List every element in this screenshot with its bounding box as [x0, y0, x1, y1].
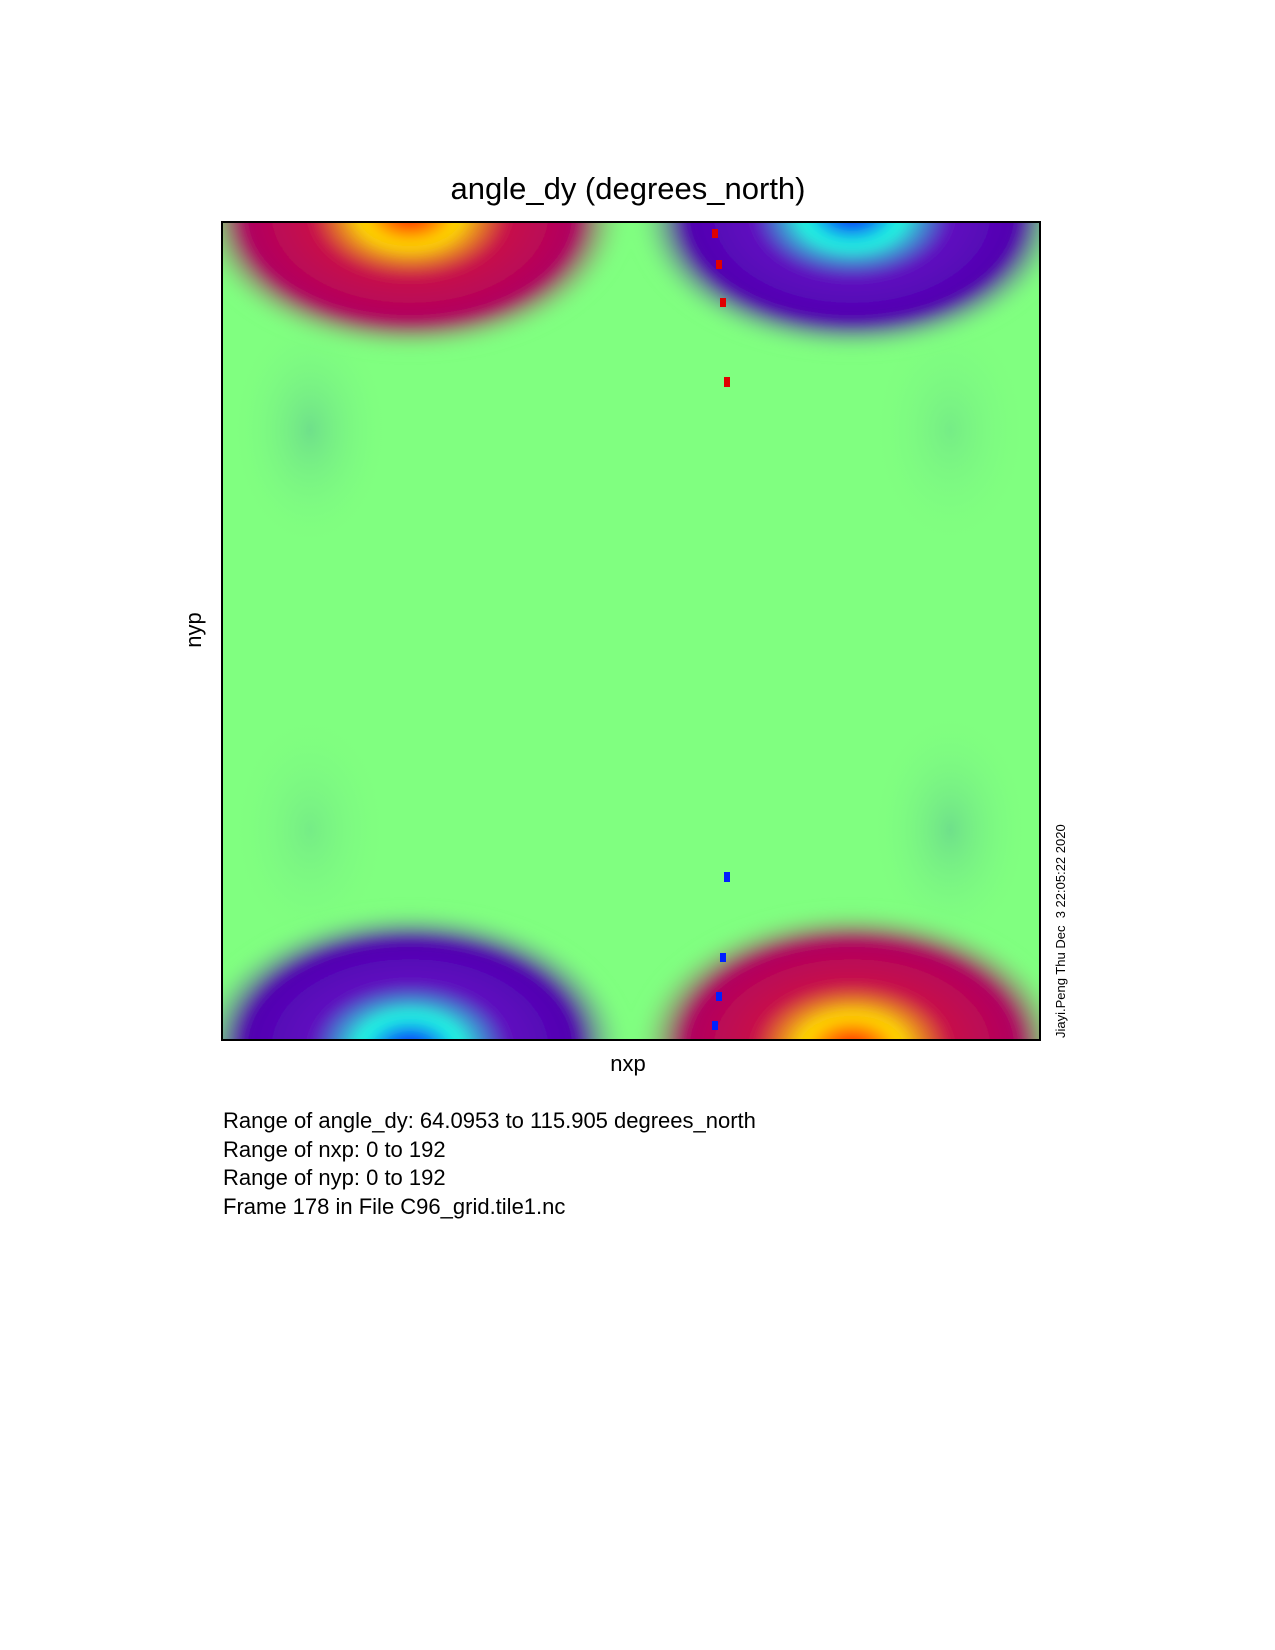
info-line: Range of nyp: 0 to 192 — [223, 1165, 446, 1190]
x-axis-label: nxp — [610, 1051, 645, 1076]
markers — [712, 229, 730, 1030]
plot-frame — [221, 221, 1041, 1041]
plot-title: angle_dy (degrees_north) — [450, 171, 805, 206]
timestamp: Jiayi.Peng Thu Dec 3 22:05:22 2020 — [1053, 824, 1068, 1038]
info-line: Range of angle_dy: 64.0953 to 115.905 de… — [223, 1108, 756, 1133]
info-line: Frame 178 in File C96_grid.tile1.nc — [223, 1194, 565, 1219]
y-axis-label: nyp — [181, 612, 206, 647]
info-line: Range of nxp: 0 to 192 — [223, 1137, 446, 1162]
heatmap-field — [222, 222, 1040, 1040]
